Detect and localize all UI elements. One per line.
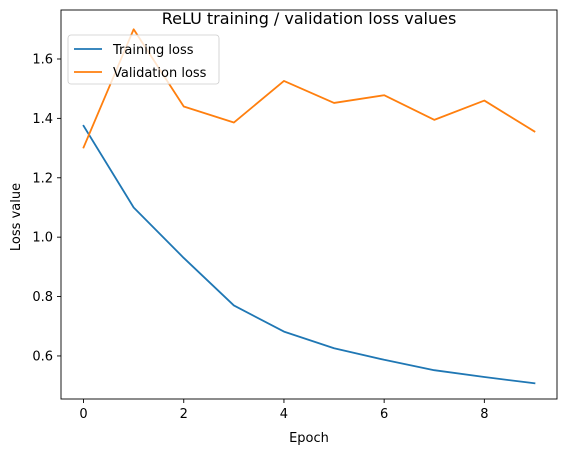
legend-box xyxy=(67,34,220,85)
legend: Training loss Validation loss xyxy=(67,34,220,85)
y-axis-ticks: 0.6 0.8 1.0 1.2 1.4 1.6 xyxy=(32,52,61,364)
x-tick-label: 2 xyxy=(180,407,188,422)
legend-label-training-loss: Training loss xyxy=(112,43,194,58)
x-axis-label: Epoch xyxy=(289,431,329,446)
y-tick-label: 0.6 xyxy=(32,349,53,364)
x-tick-label: 4 xyxy=(280,407,288,422)
y-tick-label: 1.0 xyxy=(32,231,53,246)
x-axis-ticks: 0 2 4 6 8 xyxy=(79,399,488,422)
plot-frame xyxy=(60,9,558,400)
x-tick-label: 0 xyxy=(79,407,87,422)
series-line-training-loss xyxy=(82,124,536,385)
y-tick-label: 1.2 xyxy=(32,171,53,186)
y-tick-label: 0.8 xyxy=(32,290,53,305)
y-tick-label: 1.6 xyxy=(32,52,53,67)
y-tick-label: 1.4 xyxy=(32,112,53,127)
x-tick-label: 8 xyxy=(480,407,488,422)
legend-label-validation-loss: Validation loss xyxy=(113,66,207,81)
chart-title: ReLU training / validation loss values xyxy=(162,9,457,28)
y-axis-label: Loss value xyxy=(9,183,24,251)
x-tick-label: 6 xyxy=(380,407,388,422)
